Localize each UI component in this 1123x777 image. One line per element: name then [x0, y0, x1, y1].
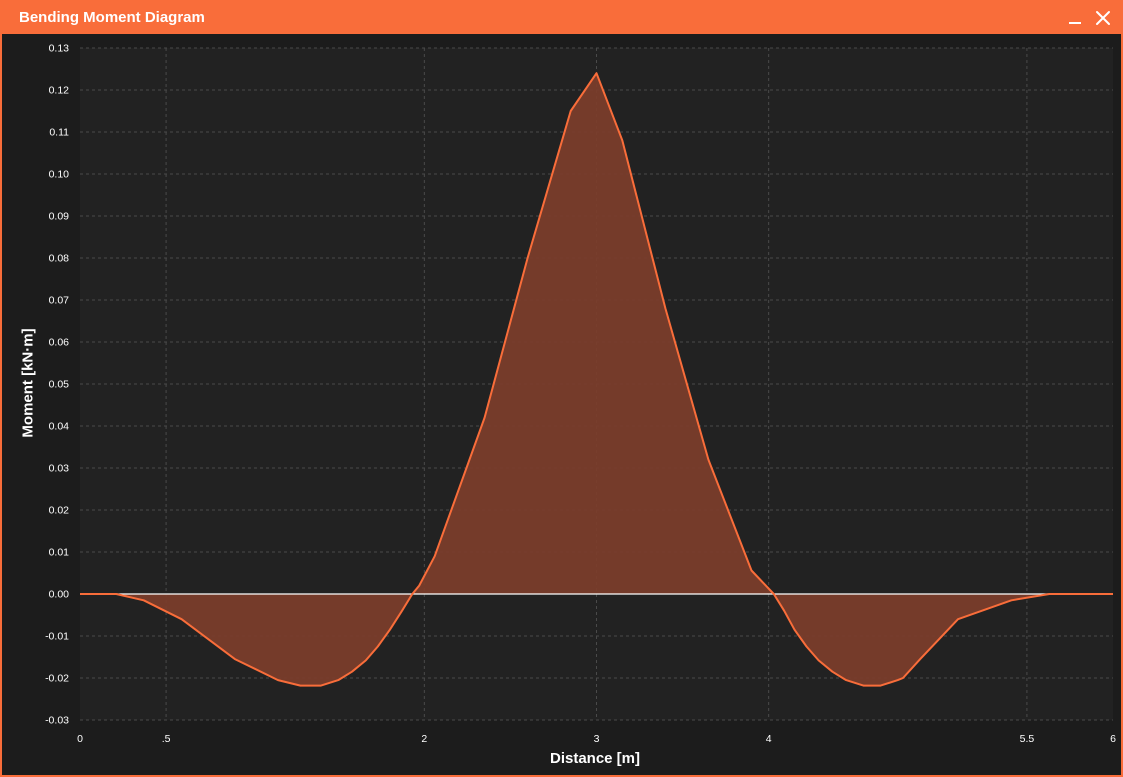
y-tick-label: -0.03: [45, 715, 69, 727]
y-axis-label: Moment [kN·m]: [19, 328, 37, 438]
x-tick-label: 6: [1110, 733, 1116, 745]
x-tick-label: 5.5: [1020, 733, 1035, 745]
y-tick-label: -0.02: [45, 673, 69, 685]
close-button[interactable]: [1091, 6, 1115, 30]
y-tick-label: 0.12: [49, 85, 70, 97]
y-tick-labels: 0.13 0.12 0.11 0.10 0.09 0.08 0.07 0.06 0.05 0.04…: [45, 43, 69, 727]
y-tick-label: 0.03: [49, 463, 70, 475]
y-tick-label: 0.13: [49, 43, 70, 55]
x-axis-label: Distance [m]: [549, 750, 641, 767]
y-tick-label: 0.02: [49, 505, 70, 517]
x-tick-label: 4: [766, 733, 772, 745]
moment-area-fill: [80, 73, 1113, 686]
y-tick-label: 0.09: [49, 211, 70, 223]
y-tick-label: 0.00: [49, 589, 70, 601]
y-tick-label: 0.10: [49, 169, 70, 181]
y-tick-label: -0.01: [45, 631, 69, 643]
minimize-icon: [1069, 22, 1081, 24]
window-title: Bending Moment Diagram: [19, 9, 205, 26]
y-tick-label: 0.11: [49, 127, 69, 139]
y-tick-label: 0.07: [49, 295, 70, 307]
y-tick-label: 0.08: [49, 253, 70, 265]
y-tick-label: 0.06: [49, 337, 70, 349]
close-icon: [1096, 11, 1110, 25]
y-tick-label: 0.01: [49, 547, 70, 559]
moment-series-line: [80, 72, 1113, 687]
minimize-button[interactable]: [1063, 6, 1087, 30]
y-tick-label: 0.04: [49, 421, 70, 433]
x-tick-label: 3: [594, 733, 600, 745]
x-tick-label: 0: [77, 733, 83, 745]
x-tick-labels: 0 .5 2 3 4 5.5 6: [77, 733, 1116, 745]
x-tick-label: 2: [421, 733, 427, 745]
title-bar: Bending Moment Diagram: [2, 2, 1121, 34]
y-tick-label: 0.05: [49, 379, 70, 391]
x-tick-label: .5: [162, 733, 171, 745]
